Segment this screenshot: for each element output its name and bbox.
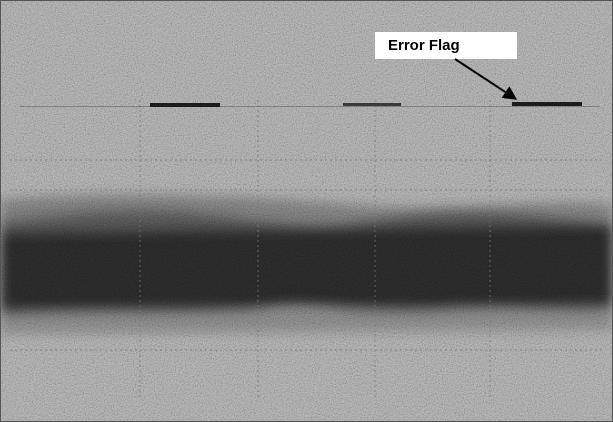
graticule bbox=[10, 100, 605, 400]
signal-band bbox=[0, 194, 613, 334]
flag-traces bbox=[20, 102, 600, 107]
arrow bbox=[454, 58, 518, 100]
error-flag-label: Error Flag bbox=[388, 37, 460, 54]
label-box bbox=[375, 32, 517, 59]
